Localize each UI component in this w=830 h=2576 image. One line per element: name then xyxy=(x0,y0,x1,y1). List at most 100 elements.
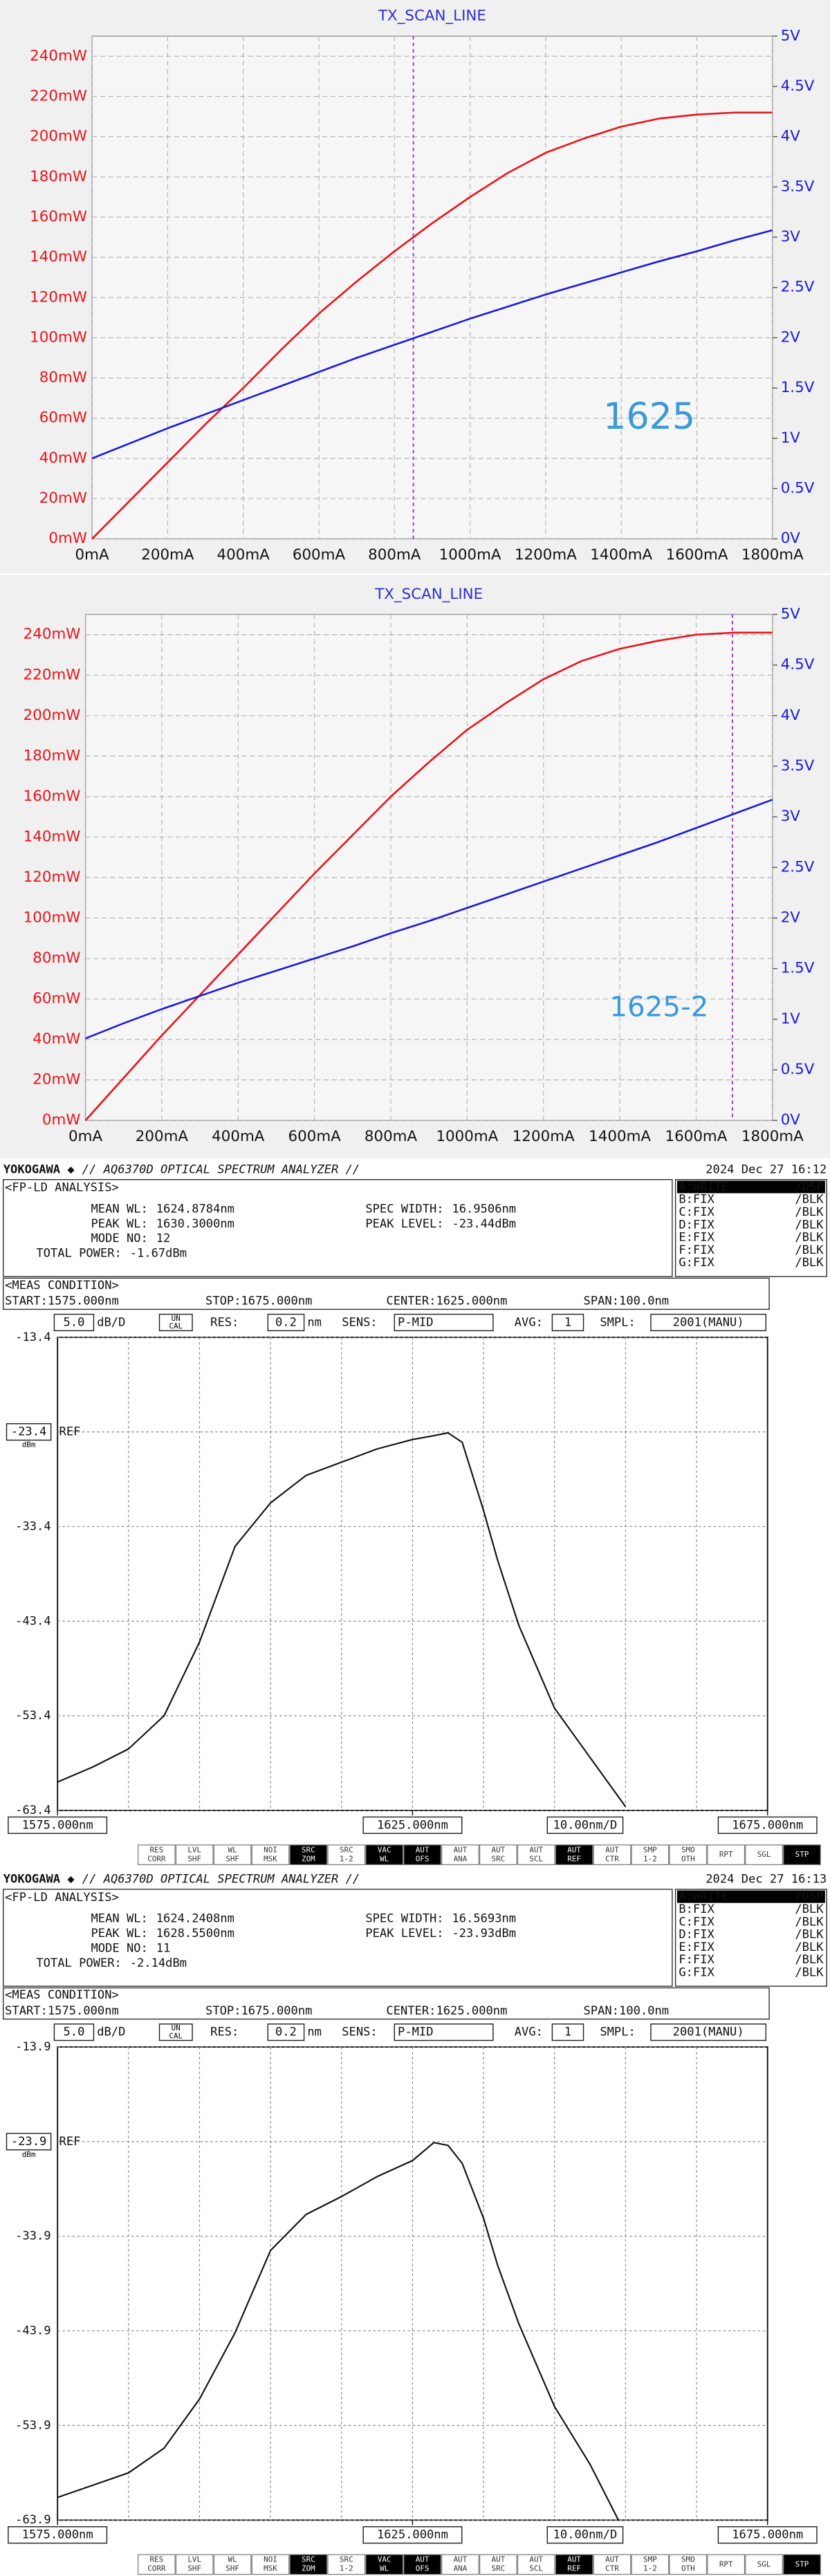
softkey-label: AUT xyxy=(529,2555,543,2564)
softkey-label: WL xyxy=(380,2564,389,2573)
softkey-label: AUT xyxy=(492,2555,506,2564)
softkey xyxy=(707,2554,746,2575)
trace-mode: /BLK xyxy=(795,1928,824,1942)
trace-name: E:FIX xyxy=(679,1940,714,1954)
softkey-label: RES xyxy=(149,1845,163,1854)
trace-mode: /BLK xyxy=(795,1193,824,1207)
softkey xyxy=(403,1844,441,1865)
softkey-label: CORR xyxy=(147,2564,166,2573)
sens-value: P-MID xyxy=(398,2026,433,2039)
reference-box xyxy=(6,2133,52,2151)
condition-label: START: xyxy=(5,2004,48,2018)
softkey xyxy=(593,1844,631,1865)
y2-tick-label: 2.5V xyxy=(781,279,815,296)
y2-tick-label: 4.5V xyxy=(781,656,815,674)
plot-area xyxy=(84,613,773,1121)
field-value: 11 xyxy=(156,1942,171,1956)
analysis-title: <FP-LD ANALYSIS> xyxy=(5,1181,119,1195)
field-value: 1630.3000nm xyxy=(156,1217,234,1231)
res-label: RES: xyxy=(210,2026,239,2039)
trace-name: G:FIX xyxy=(679,1256,714,1270)
uncal-box xyxy=(158,1313,193,1331)
y2-tick-label: 2V xyxy=(781,328,801,346)
condition-label: STOP: xyxy=(205,1295,241,1308)
softkey-label: MSK xyxy=(264,1854,277,1863)
y-tick-label: -63.4 xyxy=(15,1804,50,1817)
softkey-label: ANA xyxy=(454,2564,468,2573)
y-tick-label: -53.9 xyxy=(15,2418,50,2432)
condition-label: SPAN: xyxy=(584,1295,619,1308)
field-value: 1624.8784nm xyxy=(156,1202,234,1216)
field-label: TOTAL POWER: xyxy=(36,1247,122,1261)
softkey xyxy=(441,1844,479,1865)
softkey-label: AUT xyxy=(454,1845,468,1854)
y2-tick-label: 1.5V xyxy=(781,960,815,977)
x-tick-label: 1600mA xyxy=(665,1128,728,1145)
series-line xyxy=(91,111,773,540)
trace-box xyxy=(674,1889,827,1987)
y2-tick-label: 5V xyxy=(781,605,801,622)
y-tick-label: 220mW xyxy=(30,87,87,104)
softkey-label: SRC xyxy=(340,2555,353,2564)
instrument-title: // AQ6370D OPTICAL SPECTRUM ANALYZER // xyxy=(82,1873,360,1887)
softkey-label: SCL xyxy=(529,2564,543,2573)
scale-unit: dB/D xyxy=(97,1315,125,1329)
softkey-label: SMP xyxy=(643,2555,657,2564)
res-value: 0.2 xyxy=(275,2026,297,2039)
date: 2024 Dec 27 16:13 xyxy=(706,1873,827,1887)
field-label: PEAK WL: xyxy=(91,1927,148,1940)
softkey xyxy=(289,1844,328,1865)
trace-mode: /BLK xyxy=(795,1915,824,1929)
softkey-label: 1-2 xyxy=(643,2564,657,2573)
x-tick-label: 1200mA xyxy=(515,546,577,564)
smpl-value-box xyxy=(650,2023,767,2041)
softkey-label: LVL xyxy=(187,2555,201,2564)
field-label: PEAK WL: xyxy=(91,1217,148,1231)
softkey xyxy=(669,1844,708,1865)
condition-value: 1575.000nm xyxy=(48,2004,119,2018)
uncal-box xyxy=(158,2023,193,2041)
softkey-label: SGL xyxy=(757,2559,771,2568)
x-tick-box xyxy=(362,2526,463,2544)
y-tick-label: 120mW xyxy=(30,288,87,306)
condition: CENTER:1625.000nm xyxy=(386,1295,507,1308)
field-value: -23.93dBm xyxy=(452,1927,516,1940)
date: 2024 Dec 27 16:12 xyxy=(706,1162,827,1176)
analysis-title: <FP-LD ANALYSIS> xyxy=(5,1891,119,1905)
uncal-line: UN xyxy=(172,1314,181,1323)
condition-box xyxy=(3,1987,770,2020)
sens-label: SENS: xyxy=(342,2026,377,2039)
softkey-label: AUT xyxy=(416,1845,430,1854)
x-tick-label: 1625.000nm xyxy=(377,1818,448,1832)
softkey-label: SRC xyxy=(302,2555,315,2564)
softkey-label: MSK xyxy=(264,2564,277,2573)
field-label: TOTAL POWER: xyxy=(36,1956,122,1970)
res-unit: nm xyxy=(307,2026,322,2039)
field-value: 1628.5500nm xyxy=(156,1927,234,1940)
y2-tick-label: 4V xyxy=(781,128,801,145)
trace-mode: /BLK xyxy=(795,1953,824,1967)
condition-value: 100.0nm xyxy=(619,2004,669,2018)
condition: STOP:1675.000nm xyxy=(205,2004,312,2018)
trace-highlight xyxy=(677,1890,825,1903)
avg-value: 1 xyxy=(564,2026,571,2039)
plot-area xyxy=(91,35,773,539)
analysis-box xyxy=(3,1178,673,1277)
trace-name: F:FIX xyxy=(679,1953,714,1967)
trace-name: F:FIX xyxy=(679,1243,714,1257)
softkey xyxy=(555,1844,593,1865)
condition-value: 1575.000nm xyxy=(48,1295,119,1308)
trace-box xyxy=(674,1178,827,1277)
field-label: PEAK LEVEL: xyxy=(365,1217,443,1231)
softkey-label: RPT xyxy=(719,2559,733,2568)
softkey-label: REF xyxy=(567,1854,581,1863)
softkey xyxy=(479,1844,517,1865)
y2-tick-label: 3V xyxy=(781,228,801,245)
field-label: MEAN WL: xyxy=(91,1912,148,1926)
field-value: -1.67dBm xyxy=(130,1247,187,1261)
avg-value: 1 xyxy=(564,1315,571,1329)
softkey xyxy=(669,2554,708,2575)
condition: START:1575.000nm xyxy=(5,1295,119,1308)
condition: SPAN:100.0nm xyxy=(584,1295,670,1308)
softkey-label: AUT xyxy=(416,2555,430,2564)
